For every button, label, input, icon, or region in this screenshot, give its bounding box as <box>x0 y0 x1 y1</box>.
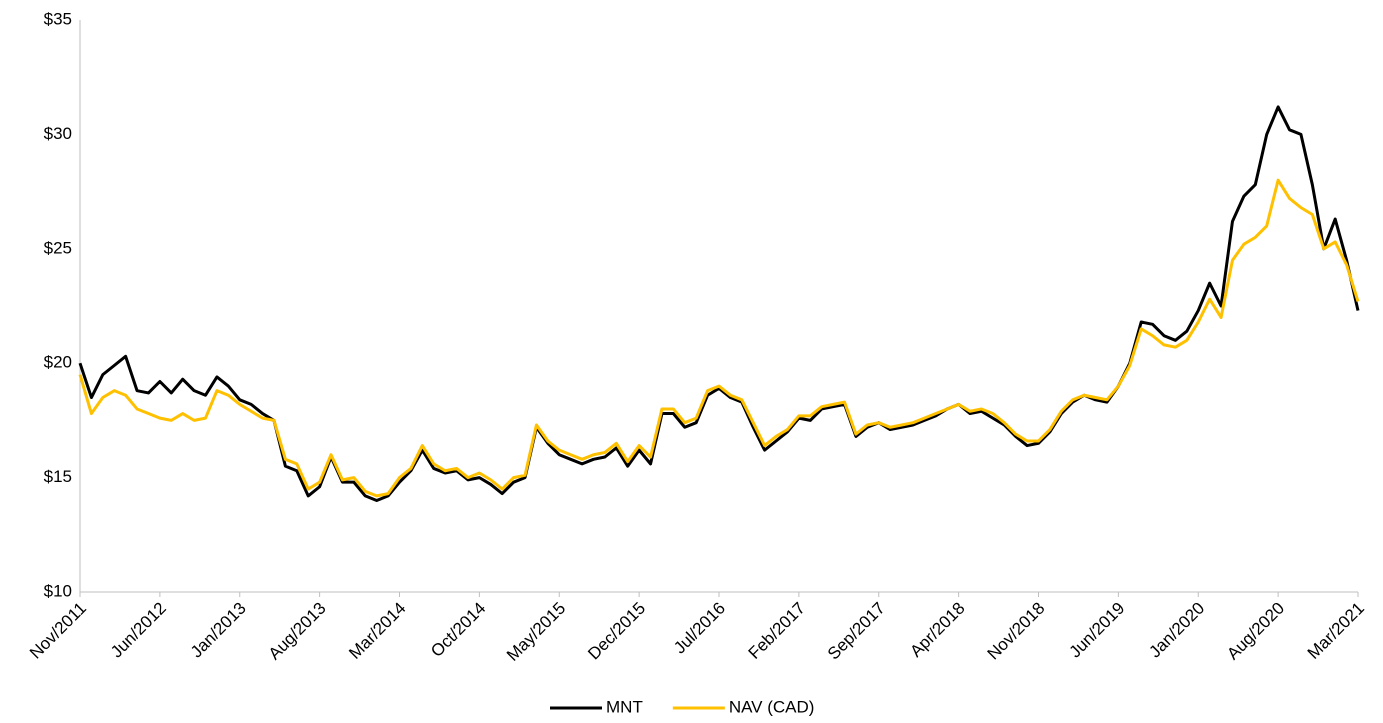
x-tick-label: Oct/2014 <box>427 599 489 661</box>
x-tick-label: Aug/2013 <box>265 599 330 664</box>
x-tick-label: Nov/2018 <box>984 599 1049 664</box>
x-tick-label: Jul/2016 <box>670 599 729 658</box>
x-tick-label: May/2015 <box>503 599 569 665</box>
series-line <box>78 105 1360 502</box>
x-tick-label: Jun/2019 <box>1065 599 1128 662</box>
y-tick-label: $35 <box>44 9 72 28</box>
x-tick-label: Aug/2020 <box>1223 599 1288 664</box>
x-tick-label: Dec/2015 <box>584 599 649 664</box>
y-tick-label: $15 <box>44 467 72 486</box>
legend-label: NAV (CAD) <box>729 697 815 716</box>
y-tick-label: $10 <box>44 581 72 600</box>
y-tick-label: $20 <box>44 353 72 372</box>
y-tick-label: $30 <box>44 124 72 143</box>
x-tick-label: Jun/2012 <box>107 599 170 662</box>
x-tick-label: Apr/2018 <box>906 599 968 661</box>
y-tick-label: $25 <box>44 238 72 257</box>
x-tick-label: Sep/2017 <box>824 599 889 664</box>
x-tick-label: Nov/2011 <box>26 599 90 663</box>
x-tick-label: Jan/2013 <box>187 599 250 662</box>
x-tick-label: Feb/2017 <box>745 599 809 663</box>
x-tick-label: Mar/2014 <box>345 599 409 663</box>
legend-label: MNT <box>606 697 643 716</box>
series-line <box>78 178 1360 498</box>
x-tick-label: Jan/2020 <box>1145 599 1208 662</box>
x-tick-label: Mar/2021 <box>1304 599 1368 663</box>
